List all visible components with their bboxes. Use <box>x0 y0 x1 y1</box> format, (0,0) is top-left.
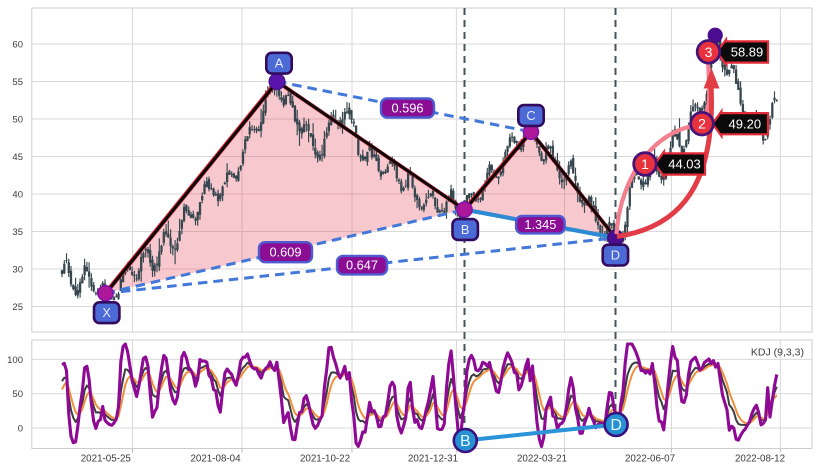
svg-text:D: D <box>611 248 620 263</box>
svg-text:55: 55 <box>12 77 23 88</box>
svg-text:2021-08-04: 2021-08-04 <box>190 454 241 465</box>
svg-text:49.20: 49.20 <box>729 116 762 131</box>
svg-text:B: B <box>460 433 471 450</box>
svg-text:B: B <box>461 222 470 237</box>
svg-text:45: 45 <box>12 152 23 163</box>
svg-text:50: 50 <box>12 114 23 125</box>
svg-text:2021-10-22: 2021-10-22 <box>300 454 350 465</box>
svg-text:2: 2 <box>698 116 706 132</box>
svg-text:X: X <box>102 305 111 320</box>
svg-text:44.03: 44.03 <box>668 157 701 172</box>
svg-text:100: 100 <box>7 355 23 366</box>
svg-text:0: 0 <box>18 423 23 434</box>
svg-text:58.89: 58.89 <box>731 45 764 60</box>
svg-text:30: 30 <box>12 264 23 275</box>
svg-text:1.345: 1.345 <box>524 217 556 232</box>
svg-text:2021-12-31: 2021-12-31 <box>408 454 458 465</box>
svg-text:0.609: 0.609 <box>269 245 301 260</box>
svg-text:A: A <box>275 56 284 71</box>
svg-text:2021-05-25: 2021-05-25 <box>81 454 132 465</box>
svg-text:KDJ (9,3,3): KDJ (9,3,3) <box>751 347 804 359</box>
svg-text:0.596: 0.596 <box>391 101 423 116</box>
svg-text:2022-08-12: 2022-08-12 <box>735 454 785 465</box>
svg-text:40: 40 <box>12 189 23 200</box>
svg-text:D: D <box>610 417 622 434</box>
svg-text:35: 35 <box>12 227 23 238</box>
svg-text:50: 50 <box>12 389 23 400</box>
svg-text:1: 1 <box>641 156 649 172</box>
svg-text:0.647: 0.647 <box>346 258 378 273</box>
svg-text:2022-06-07: 2022-06-07 <box>625 454 675 465</box>
svg-text:2022-03-21: 2022-03-21 <box>517 454 567 465</box>
svg-text:25: 25 <box>12 302 23 313</box>
svg-text:3: 3 <box>705 44 713 60</box>
svg-text:C: C <box>526 108 535 123</box>
svg-text:60: 60 <box>12 39 23 50</box>
